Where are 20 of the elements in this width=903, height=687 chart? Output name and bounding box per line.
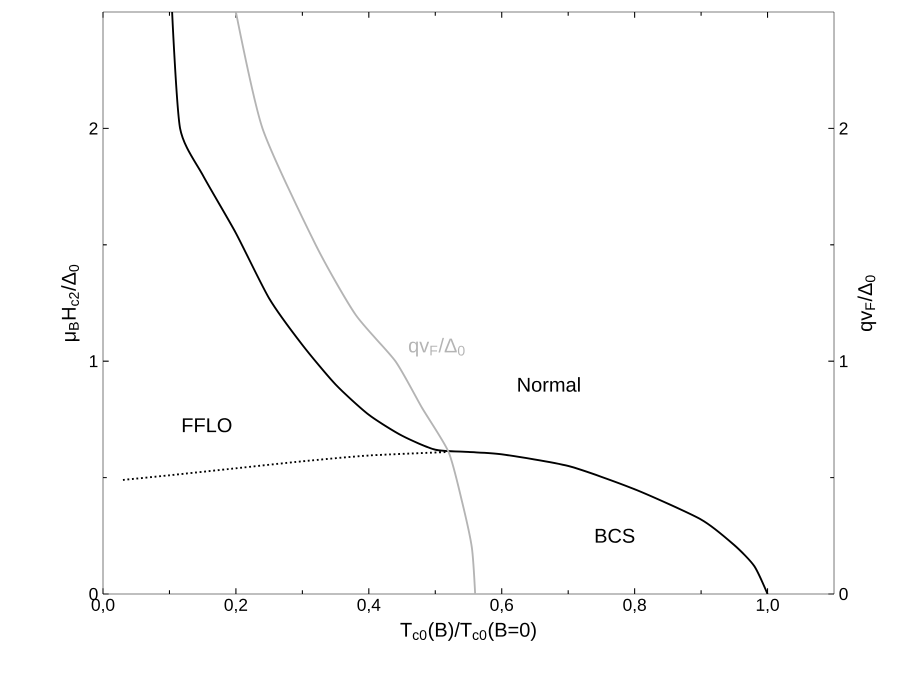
y2-tick-label: 1 (840, 355, 848, 368)
annotation: Normal (518, 377, 580, 392)
y2-tick-label: 0 (839, 588, 848, 600)
series-label: qv$_{F}$/Δ$_{0}$ (408, 338, 465, 356)
x-tick-label: 0,2 (224, 598, 248, 614)
x-tick-label: 0,4 (357, 598, 380, 614)
x-tick-label: 0,8 (623, 598, 646, 614)
y2-axis-title: qv$_{F}$/Δ$_{0}$ (858, 275, 876, 332)
line-series (234, 12, 476, 594)
y-tick-label: 2 (90, 122, 98, 134)
y-tick-label: 1 (90, 355, 98, 368)
y2-tick-label: 2 (840, 122, 848, 134)
y-tick-label: 0 (89, 588, 98, 600)
annotation: FFLO (182, 418, 232, 432)
x-tick-label: 1,0 (756, 598, 779, 614)
y-axis-title: μ$_{B}$H$_{c2}$/Δ$_{0}$ (61, 264, 80, 342)
x-tick-label: 0,0 (92, 598, 114, 614)
x-tick-label: 0,6 (490, 598, 514, 614)
x-axis-title: T$_{c0}$(B)/T$_{c0}$(B=0) (400, 622, 536, 641)
annotation: BCS (596, 528, 634, 543)
